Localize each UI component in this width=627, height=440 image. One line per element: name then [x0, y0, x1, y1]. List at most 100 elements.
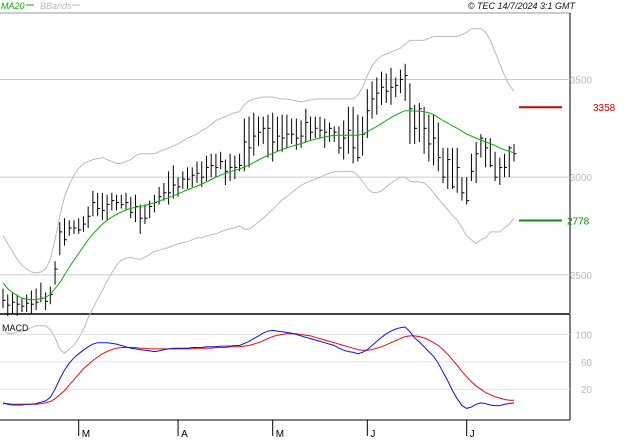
ohlc-bar: [428, 114, 432, 162]
ohlc-bar: [466, 177, 470, 205]
ohlc-bar: [73, 220, 77, 234]
ma20-legend-label: MA20: [1, 1, 25, 11]
macd-panel: MACD 20 60 100: [0, 314, 593, 421]
ohlc-bar: [314, 116, 318, 139]
ohlc-bar: [508, 145, 512, 178]
price-axis-ticks: 2500 3000 3500: [570, 75, 593, 281]
ma20-line-group: [2, 110, 515, 301]
x-axis-month-label: J: [470, 429, 475, 440]
macd-gridlines: [0, 334, 570, 390]
bbands-lower-line: [2, 170, 515, 354]
ohlc-bar: [319, 116, 323, 139]
ohlc-bar: [125, 192, 129, 211]
ohlc-bar: [239, 153, 243, 172]
ohlc-bar: [40, 282, 44, 303]
ohlc-bar: [395, 77, 399, 98]
ohlc-bar: [362, 116, 366, 156]
ohlc-bar: [182, 171, 186, 189]
price-tick-label: 2500: [570, 271, 593, 282]
ohlc-bar: [16, 294, 20, 316]
ohlc-bar: [281, 114, 285, 152]
price-tick-label: 3000: [570, 173, 593, 184]
ohlc-bar: [338, 126, 342, 154]
ohlc-bar: [366, 89, 370, 139]
ohlc-bar: [258, 116, 261, 146]
ohlc-bar: [54, 261, 58, 285]
ohlc-bar: [82, 216, 86, 232]
ohlc-bar: [357, 114, 361, 162]
ohlc-bar: [418, 102, 422, 142]
ohlc-bar: [7, 294, 11, 316]
ohlc-bar: [172, 165, 176, 199]
ohlc-bar: [205, 155, 209, 182]
ohlc-bar: [485, 138, 489, 168]
ohlc-bar: [68, 220, 72, 236]
ohlc-bar: [101, 192, 105, 221]
ohlc-bar: [489, 138, 493, 168]
ohlc-bar: [262, 116, 266, 144]
ohlc-bar: [343, 120, 347, 160]
ohlc-bar: [78, 218, 82, 234]
ohlc-bars: [2, 63, 517, 316]
ohlc-bar: [504, 153, 508, 178]
ohlc-bar: [376, 77, 380, 115]
ma20-line: [2, 110, 515, 301]
ohlc-bar: [347, 106, 351, 154]
ohlc-bar: [461, 177, 465, 201]
ohlc-bar: [116, 194, 120, 211]
ohlc-bar: [2, 288, 6, 309]
macd-line: [2, 326, 515, 409]
ohlc-bar: [253, 112, 257, 156]
ohlc-bar: [333, 126, 337, 142]
copyright-text: © TEC 14/7/2024 3:1 GMT: [468, 1, 577, 11]
ohlc-bar: [168, 171, 172, 205]
ohlc-bar: [45, 292, 49, 311]
ohlc-bar: [381, 71, 385, 105]
price-tick-label: 3500: [570, 75, 593, 86]
macd-panel-label: MACD: [2, 323, 29, 333]
ohlc-bar: [267, 114, 271, 158]
ohlc-bar: [324, 118, 328, 148]
ohlc-bar: [120, 194, 124, 209]
ohlc-bar: [210, 153, 214, 178]
price-panel: 2500 3000 3500 3358 2778: [0, 12, 616, 354]
ohlc-bar: [130, 196, 134, 219]
resistance-label: 3358: [593, 103, 616, 114]
ohlc-bar: [385, 73, 389, 103]
ohlc-bar: [291, 118, 295, 144]
ohlc-bar: [305, 108, 309, 142]
ohlc-bar: [215, 153, 219, 178]
ohlc-bar: [513, 143, 517, 162]
support-label: 2778: [567, 217, 590, 228]
ohlc-bar: [30, 290, 34, 314]
macd-tick-label: 100: [575, 331, 592, 342]
ohlc-bar: [87, 206, 91, 228]
ohlc-bar: [144, 204, 148, 225]
ohlc-bar: [21, 298, 25, 313]
ohlc-bar: [248, 116, 252, 168]
ohlc-bar: [409, 83, 413, 144]
ohlc-bar: [399, 69, 403, 94]
macd-tick-label: 20: [581, 385, 593, 396]
ohlc-bar: [437, 122, 441, 172]
ohlc-bar: [480, 134, 484, 158]
ohlc-bar: [64, 218, 68, 246]
ohlc-bar: [447, 147, 451, 189]
ohlc-bar: [404, 63, 408, 101]
ohlc-bar: [470, 153, 474, 182]
ohlc-bar: [139, 204, 143, 234]
ohlc-bar: [390, 67, 394, 105]
macd-signal-line: [3, 333, 514, 405]
bollinger-bands: [2, 28, 515, 354]
ohlc-bar: [111, 192, 115, 211]
ohlc-bar: [97, 192, 101, 217]
ohlc-bar: [201, 161, 205, 187]
ohlc-bar: [456, 147, 460, 193]
x-axis-month-label: M: [82, 429, 90, 440]
ohlc-bar: [158, 186, 162, 205]
ohlc-bar: [286, 114, 290, 148]
ohlc-bar: [196, 161, 200, 184]
price-levels: 3358 2778: [519, 103, 616, 228]
ohlc-bar: [475, 141, 479, 184]
